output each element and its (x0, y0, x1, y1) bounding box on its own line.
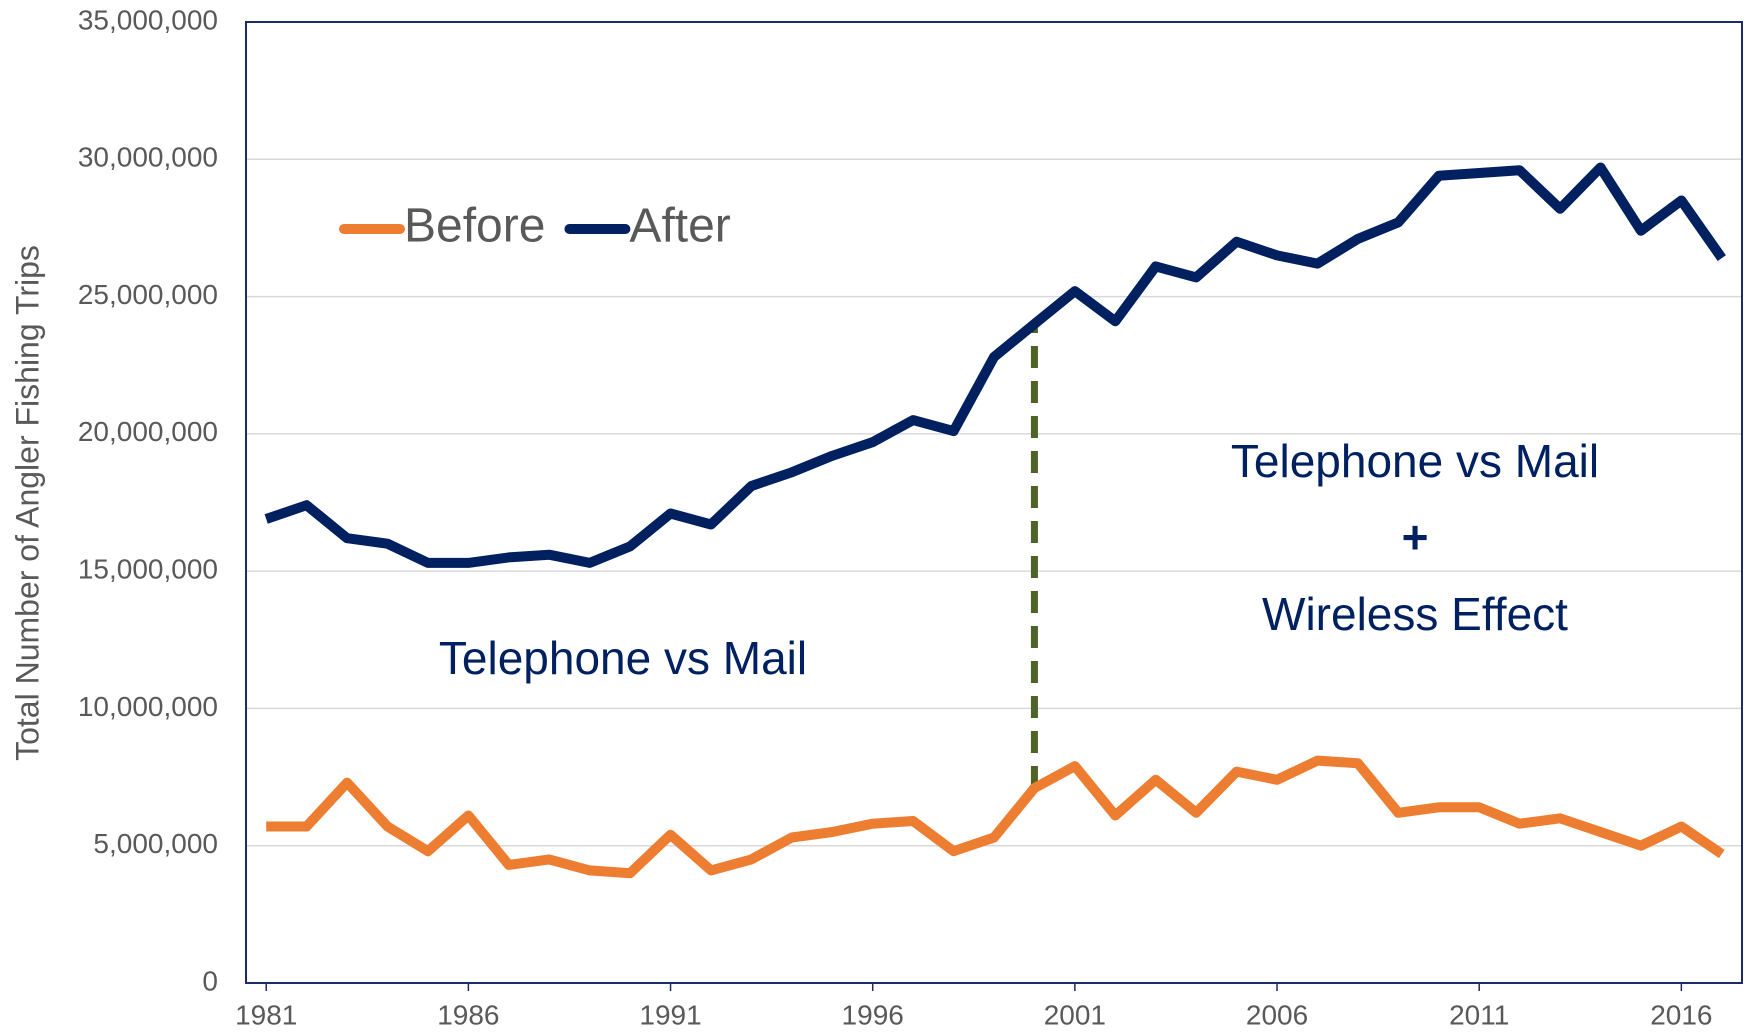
y-axis-label: Total Number of Angler Fishing Trips (9, 245, 45, 761)
x-tick-label: 1986 (437, 999, 499, 1030)
y-tick-label: 30,000,000 (78, 142, 218, 173)
legend-label: After (629, 200, 730, 253)
legend-label: Before (404, 200, 545, 253)
series-line (266, 755, 1725, 879)
y-tick-label: 35,000,000 (78, 4, 218, 35)
x-tick-label: 1981 (235, 999, 297, 1030)
y-tick-label: 10,000,000 (78, 691, 218, 722)
x-tick-label: 2011 (1449, 999, 1509, 1030)
plot: 0 5,000,000 10,000,000 15,000,000 20,000,000… (78, 4, 1743, 1030)
annotation: Wireless Effect (1262, 588, 1568, 640)
y-tick-label: 25,000,000 (78, 279, 218, 310)
y-tick-label: 15,000,000 (78, 554, 218, 585)
x-tick-label: 2016 (1650, 999, 1712, 1030)
x-tick-label: 2001 (1044, 999, 1106, 1030)
x-tick-label: 1991 (639, 999, 701, 1030)
series-line (264, 162, 1726, 568)
annotation: Telephone vs Mail (439, 632, 807, 684)
annotation: + (1402, 511, 1429, 563)
x-tick-label: 2006 (1246, 999, 1308, 1030)
plot-frame (245, 21, 1743, 984)
y-tick-label: 5,000,000 (93, 828, 218, 859)
annotation: Telephone vs Mail (1231, 435, 1599, 487)
y-tick-label: 20,000,000 (78, 416, 218, 447)
y-tick-label: 0 (202, 965, 218, 996)
x-tick-label: 1996 (842, 999, 904, 1030)
